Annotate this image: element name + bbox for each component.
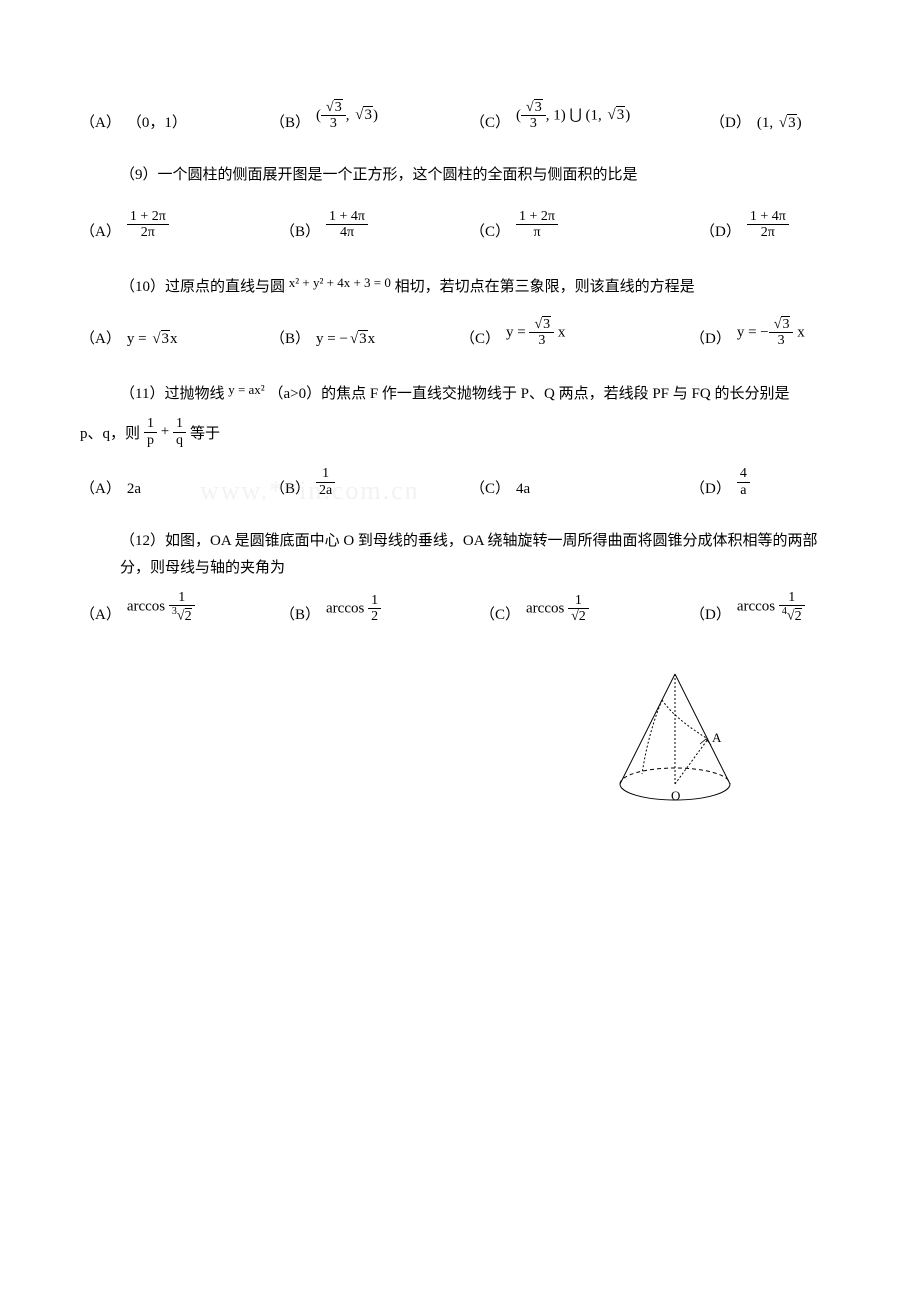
option-value: arccos 14√2 [737,590,805,624]
option-label: （D） [690,327,731,348]
option-value: 2a [127,481,141,498]
option-fraction: 1 + 2π 2π [127,209,169,241]
option-value: 4a [516,481,530,498]
option-label: （A） [80,220,121,241]
q11-text-line2: p、q，则 1p + 1q 等于 [80,416,840,448]
option-value: arccos 12 [326,593,381,625]
q10-text: （10）过原点的直线与圆 x² + y² + 4x + 3 = 0 相切，若切点… [80,271,840,301]
option-label: （A） [80,603,121,624]
q11: （11）过抛物线 y = ax² （a>0）的焦点 F 作一直线交抛物线于 P、… [80,378,840,498]
q8-opt-b: （B） (33, 3) [270,100,470,132]
option-label: （D） [690,477,731,498]
option-label: （B） [270,477,310,498]
q9-opt-a: （A） 1 + 2π 2π [80,209,280,241]
q12-opt-c: （C） arccos 1√2 [480,593,690,625]
option-value: 12a [316,466,335,498]
cone-figure: O A [600,664,840,819]
option-value: (1, 3) [757,115,802,132]
q8-opt-c: （C） (33, 1) ⋃ (1, 3) [470,100,710,132]
q11-opt-b: （B） 12a [270,466,470,498]
cone-svg: O A [600,664,750,814]
option-value: （0，1） [127,111,187,132]
option-label: （D） [690,603,731,624]
svg-text:O: O [671,788,680,803]
q12-opt-d: （D） arccos 14√2 [690,590,805,624]
q8-opt-a: （A） （0，1） [80,111,270,132]
option-label: （B） [280,220,320,241]
svg-text:A: A [712,730,722,745]
q10-opt-c: （C） y = 33 x [460,317,690,349]
q10-opt-a: （A） y = 3x [80,327,270,348]
option-label: （B） [270,327,310,348]
q9-text: （9）一个圆柱的侧面展开图是一个正方形，这个圆柱的全面积与侧面积的比是 [80,162,840,189]
option-label: （D） [710,111,751,132]
q12: （12）如图，OA 是圆锥底面中心 O 到母线的垂线，OA 绕轴旋转一周所得曲面… [80,528,840,624]
option-fraction: 1 + 4π 2π [747,209,789,241]
q9-opt-b: （B） 1 + 4π 4π [280,209,470,241]
option-label: （C） [470,477,510,498]
q11-opt-a: （A） 2a [80,477,270,498]
option-value: 4a [737,466,750,498]
q11-frac-expression: 1p + 1q [144,416,186,448]
option-label: （C） [460,327,500,348]
q11-equation: y = ax² [228,382,265,397]
option-value: y = 33 x [506,317,565,349]
q8-options: （A） （0，1） （B） (33, 3) （C） (33, 1) ⋃ (1, … [80,100,840,132]
q10-opt-d: （D） y = −33 x [690,317,805,349]
q9-opt-c: （C） 1 + 2π π [470,209,700,241]
option-value: y = −33 x [737,317,805,349]
q8-opt-d: （D） (1, 3) [710,111,802,132]
option-label: （A） [80,111,121,132]
option-label: （C） [480,603,520,624]
option-value: (33, 1) ⋃ (1, 3) [516,100,630,132]
option-fraction: 1 + 4π 4π [326,209,368,241]
q12-text: （12）如图，OA 是圆锥底面中心 O 到母线的垂线，OA 绕轴旋转一周所得曲面… [80,528,840,582]
option-value: y = 3x [127,331,178,348]
q11-opt-d: （D） 4a [690,466,750,498]
option-label: （B） [280,603,320,624]
q10: （10）过原点的直线与圆 x² + y² + 4x + 3 = 0 相切，若切点… [80,271,840,349]
q12-opt-b: （B） arccos 12 [280,593,480,625]
q12-opt-a: （A） arccos 13√2 [80,590,280,624]
option-value: arccos 1√2 [526,593,589,625]
option-fraction: 1 + 2π π [516,209,558,241]
option-label: （B） [270,111,310,132]
option-label: （C） [470,111,510,132]
q9: （9）一个圆柱的侧面展开图是一个正方形，这个圆柱的全面积与侧面积的比是 （A） … [80,162,840,241]
q9-opt-d: （D） 1 + 4π 2π [700,209,789,241]
option-label: （D） [700,220,741,241]
q10-opt-b: （B） y = −3x [270,327,460,348]
option-label: （A） [80,327,121,348]
option-value: arccos 13√2 [127,590,195,624]
option-value: (33, 3) [316,100,378,132]
q10-equation: x² + y² + 4x + 3 = 0 [289,275,391,290]
q11-text-line1: （11）过抛物线 y = ax² （a>0）的焦点 F 作一直线交抛物线于 P、… [80,378,840,408]
option-value: y = −3x [316,331,375,348]
q11-opt-c: （C） 4a [470,477,690,498]
option-label: （C） [470,220,510,241]
option-label: （A） [80,477,121,498]
